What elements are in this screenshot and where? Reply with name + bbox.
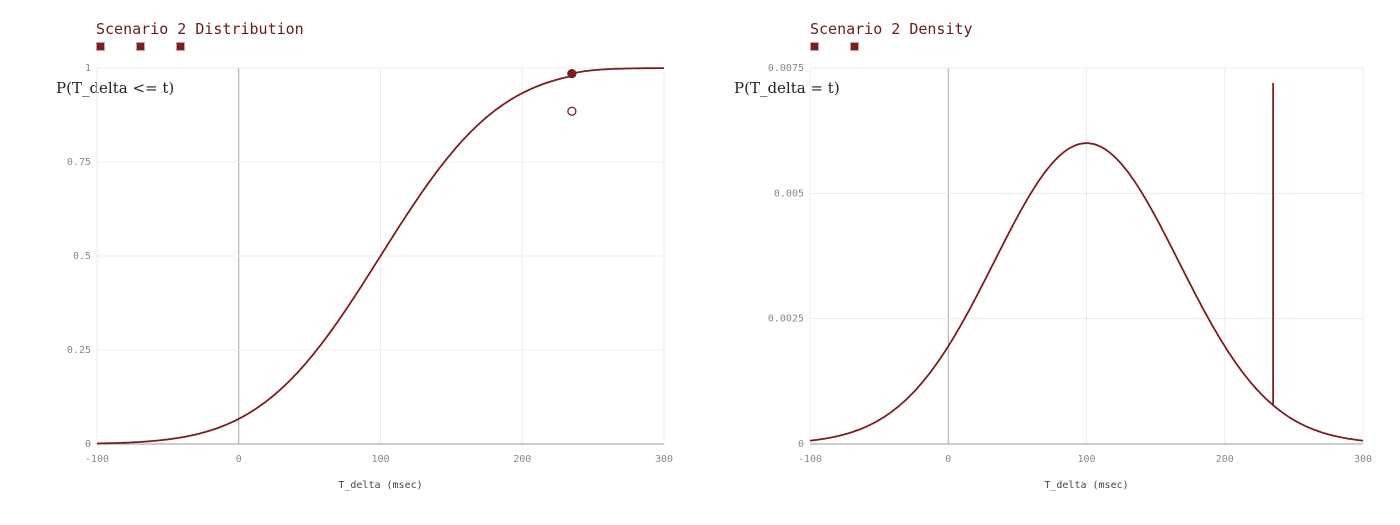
legend-swatch[interactable] — [850, 42, 859, 51]
open-endpoint-marker — [567, 106, 577, 116]
chart-title: Scenario 2 Density — [810, 20, 973, 38]
density-plot: -100 0 100 200 300 0 0.0025 0.005 0.0075 T_delta … — [768, 63, 1372, 491]
chart-title: Scenario 2 Distribution — [96, 20, 304, 38]
y-tick-label: 1 — [85, 63, 91, 74]
y-axis-label: P(T_delta = t) — [734, 79, 840, 97]
x-axis-title: T_delta (msec) — [338, 480, 422, 491]
x-tick-label: 300 — [1354, 454, 1372, 465]
cdf-curve — [97, 75, 573, 445]
x-axis-title: T_delta (msec) — [1044, 480, 1128, 491]
cdf-curve-after-jump — [571, 67, 664, 75]
legend-swatch[interactable] — [96, 42, 105, 51]
y-tick-label: 0 — [798, 439, 804, 450]
legend-swatch[interactable] — [136, 42, 145, 51]
closed-endpoint-marker — [567, 68, 577, 79]
x-tick-label: 300 — [655, 454, 673, 465]
legend-swatch[interactable] — [810, 42, 819, 51]
x-tick-label: 200 — [513, 454, 531, 465]
y-tick-label: 0 — [85, 439, 91, 450]
y-tick-label: 0.25 — [67, 345, 91, 356]
y-tick-label: 0.5 — [73, 251, 91, 262]
x-tick-label: 100 — [1077, 454, 1095, 465]
density-curve — [809, 142, 1364, 442]
y-tick-label: 0.005 — [774, 188, 804, 199]
y-tick-label: 0.75 — [67, 157, 91, 168]
y-tick-label: 0.0025 — [768, 314, 804, 325]
x-tick-label: 200 — [1216, 454, 1234, 465]
legend-swatch[interactable] — [176, 42, 185, 51]
x-tick-label: 0 — [236, 454, 242, 465]
x-tick-label: 100 — [371, 454, 389, 465]
distribution-plot: -100 0 100 200 300 0 0.25 0.5 0.75 1 T_delta (msec… — [67, 63, 673, 491]
x-tick-label: -100 — [85, 454, 109, 465]
x-tick-label: 0 — [945, 454, 951, 465]
y-axis-label: P(T_delta <= t) — [56, 79, 175, 97]
distribution-chart-panel: Scenario 2 Distribution P(T_delta <= t) … — [56, 20, 673, 491]
y-tick-label: 0.0075 — [768, 63, 804, 74]
density-chart-panel: Scenario 2 Density P(T_delta = t) -100 0 1… — [700, 0, 1400, 525]
x-tick-label: -100 — [798, 454, 822, 465]
